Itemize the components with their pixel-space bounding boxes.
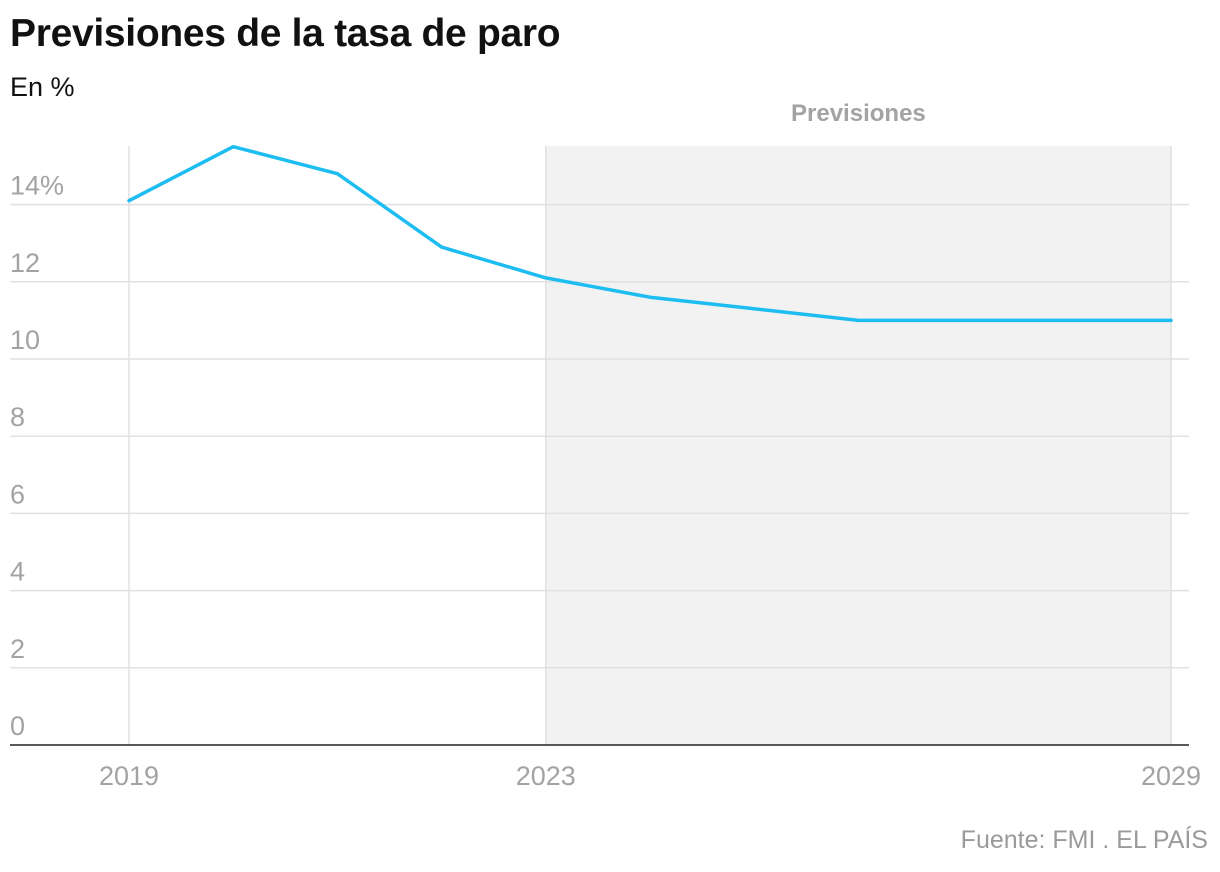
y-tick-label: 14% xyxy=(10,171,64,201)
y-tick-label: 6 xyxy=(10,479,25,509)
forecast-band xyxy=(545,146,1171,745)
y-tick-layer: 0 2 4 6 8 10 12 14% xyxy=(10,171,64,741)
source-note: Fuente: FMI . EL PAÍS xyxy=(960,826,1208,854)
chart-subtitle: En % xyxy=(10,72,75,102)
y-tick-label: 2 xyxy=(10,634,25,664)
y-tick-label: 10 xyxy=(10,325,40,355)
x-tick-layer: 2019 2023 2029 xyxy=(99,761,1201,791)
forecast-band-label: Previsiones xyxy=(791,100,926,127)
x-tick-label: 2019 xyxy=(99,761,159,791)
grid-layer xyxy=(10,146,1189,746)
y-tick-label: 0 xyxy=(10,711,25,741)
x-tick-label: 2023 xyxy=(516,761,576,791)
forecast-band-layer: Previsiones xyxy=(545,100,1171,745)
y-tick-label: 4 xyxy=(10,557,25,587)
x-tick-label: 2029 xyxy=(1141,761,1201,791)
y-tick-label: 8 xyxy=(10,402,25,432)
y-tick-label: 12 xyxy=(10,248,40,278)
series-layer xyxy=(127,144,1173,323)
chart-title: Previsiones de la tasa de paro xyxy=(10,12,561,55)
series-line xyxy=(127,144,1173,323)
